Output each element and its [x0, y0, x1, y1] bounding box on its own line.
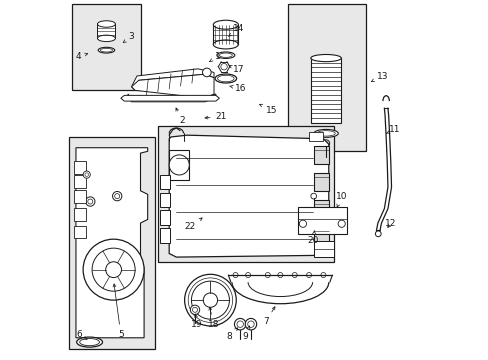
Bar — [74, 190, 85, 203]
Circle shape — [203, 293, 217, 307]
Text: 7: 7 — [263, 307, 274, 326]
Bar — [74, 161, 85, 174]
Text: 14: 14 — [228, 24, 244, 36]
Circle shape — [202, 68, 211, 77]
Bar — [74, 226, 85, 238]
Bar — [314, 146, 328, 164]
Ellipse shape — [97, 21, 115, 27]
Text: 10: 10 — [335, 192, 346, 207]
Circle shape — [83, 239, 144, 300]
Polygon shape — [131, 69, 214, 90]
Bar — [72, 4, 140, 90]
Circle shape — [337, 220, 345, 227]
Circle shape — [191, 281, 229, 319]
Circle shape — [320, 273, 325, 278]
Text: 15: 15 — [259, 104, 277, 114]
Bar — [159, 211, 170, 225]
Circle shape — [221, 63, 227, 70]
Circle shape — [265, 273, 270, 278]
Ellipse shape — [100, 48, 112, 52]
Text: 8: 8 — [226, 328, 237, 341]
Ellipse shape — [310, 54, 341, 62]
Text: 16: 16 — [229, 84, 246, 93]
Ellipse shape — [219, 53, 232, 57]
Text: 21: 21 — [204, 112, 226, 121]
Circle shape — [169, 155, 189, 175]
Bar — [314, 241, 333, 257]
Bar — [74, 175, 85, 188]
Text: 2: 2 — [176, 108, 184, 125]
Circle shape — [112, 192, 122, 201]
Bar — [314, 173, 328, 191]
Bar — [74, 208, 85, 221]
Bar — [297, 207, 346, 234]
Bar — [287, 4, 366, 151]
Ellipse shape — [97, 35, 115, 41]
Circle shape — [83, 171, 90, 178]
Polygon shape — [131, 74, 214, 98]
Text: 19: 19 — [191, 314, 203, 329]
Ellipse shape — [213, 40, 238, 49]
Polygon shape — [76, 148, 147, 338]
Bar — [310, 58, 341, 123]
Text: 11: 11 — [386, 125, 400, 134]
Circle shape — [324, 141, 327, 145]
Bar — [308, 132, 323, 140]
Bar — [159, 228, 170, 243]
Bar — [158, 126, 333, 262]
Bar — [69, 137, 155, 348]
Ellipse shape — [323, 157, 327, 160]
Circle shape — [292, 273, 297, 278]
Bar — [314, 226, 328, 244]
Text: 18: 18 — [208, 307, 219, 329]
Circle shape — [277, 273, 282, 278]
Circle shape — [105, 262, 121, 278]
Ellipse shape — [313, 130, 338, 137]
Circle shape — [299, 220, 306, 227]
Circle shape — [85, 197, 95, 206]
Circle shape — [310, 193, 316, 199]
Circle shape — [184, 274, 236, 326]
Text: 22: 22 — [184, 218, 202, 231]
Circle shape — [375, 231, 380, 237]
Text: 13: 13 — [370, 72, 387, 82]
Polygon shape — [128, 94, 215, 102]
Polygon shape — [169, 135, 328, 257]
Circle shape — [244, 319, 256, 330]
Circle shape — [322, 140, 329, 147]
Ellipse shape — [98, 47, 115, 53]
Bar — [314, 200, 328, 218]
Bar — [159, 193, 170, 207]
Bar — [169, 149, 188, 180]
Ellipse shape — [215, 74, 236, 83]
Circle shape — [92, 248, 135, 291]
Text: 3: 3 — [123, 32, 134, 42]
Circle shape — [234, 319, 245, 330]
Circle shape — [306, 273, 311, 278]
Text: 17: 17 — [229, 65, 244, 74]
Ellipse shape — [77, 337, 102, 347]
Circle shape — [245, 273, 250, 278]
Text: 12: 12 — [385, 219, 396, 228]
Ellipse shape — [217, 75, 234, 82]
Text: 6: 6 — [76, 330, 87, 339]
Ellipse shape — [80, 338, 99, 346]
Ellipse shape — [213, 20, 238, 29]
Text: 9: 9 — [242, 326, 249, 341]
Text: 5: 5 — [113, 284, 123, 339]
Ellipse shape — [217, 52, 234, 58]
Text: 4: 4 — [76, 52, 87, 61]
Bar — [159, 175, 170, 189]
Text: 20: 20 — [307, 231, 318, 246]
Circle shape — [190, 305, 199, 315]
Bar — [97, 24, 115, 39]
Bar — [213, 25, 238, 44]
Circle shape — [233, 273, 238, 278]
Polygon shape — [121, 95, 219, 101]
Ellipse shape — [316, 131, 335, 136]
Text: 1: 1 — [209, 52, 220, 62]
